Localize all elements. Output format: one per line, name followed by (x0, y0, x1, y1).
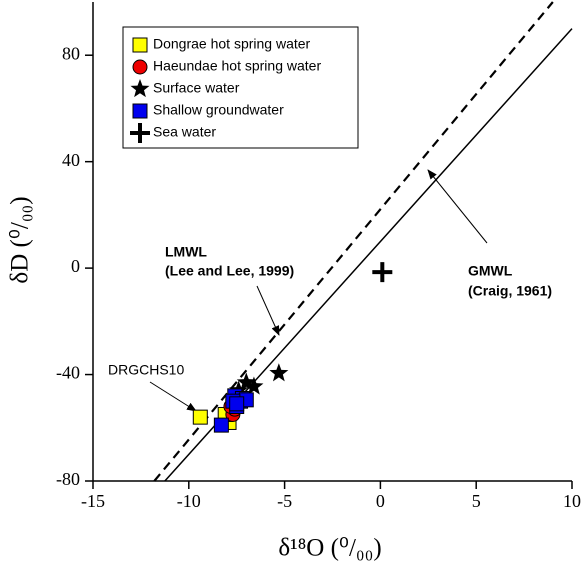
legend-marker (132, 37, 148, 53)
marker-star (236, 372, 256, 391)
marker-plus (372, 262, 393, 283)
y-tick-label: 0 (71, 256, 80, 276)
x-tick-label: -15 (81, 491, 105, 511)
marker-square (213, 417, 229, 433)
y-axis-label: δD (⁰/₀₀) (7, 196, 34, 283)
y-tick-label: -80 (56, 469, 80, 489)
y-tick-label: 80 (62, 43, 80, 63)
arrow (256, 285, 280, 336)
x-tick-label: -10 (177, 491, 201, 511)
annotation: (Craig, 1961) (468, 283, 552, 299)
legend-marker (132, 103, 148, 119)
marker-square (229, 396, 245, 412)
legend-label: Surface water (153, 80, 240, 96)
arrow (149, 381, 197, 412)
marker-square (192, 409, 208, 425)
legend-label: Sea water (153, 124, 216, 140)
legend-box (122, 26, 359, 149)
x-tick-label: 10 (563, 491, 581, 511)
x-tick-label: 5 (472, 491, 481, 511)
x-tick-label: 0 (376, 491, 385, 511)
y-tick-label: -40 (56, 363, 80, 383)
legend-label: Dongrae hot spring water (153, 36, 311, 52)
marker-star (269, 363, 289, 382)
annotation: GMWL (468, 263, 513, 279)
legend-label: Haeundae hot spring water (153, 58, 321, 74)
annotation: (Lee and Lee, 1999) (165, 263, 294, 279)
x-axis-label: δ¹⁸O (⁰/₀₀) (278, 535, 381, 562)
legend-marker (132, 59, 148, 75)
annotation: LMWL (165, 244, 207, 260)
arrow (427, 169, 488, 244)
legend-marker (130, 123, 150, 143)
legend-label: Shallow groundwater (153, 102, 284, 118)
annotation: DRGCHS10 (108, 362, 184, 378)
legend-marker (130, 79, 150, 98)
y-tick-label: 40 (62, 150, 80, 170)
x-tick-label: -5 (277, 491, 292, 511)
marker-star (244, 376, 264, 395)
